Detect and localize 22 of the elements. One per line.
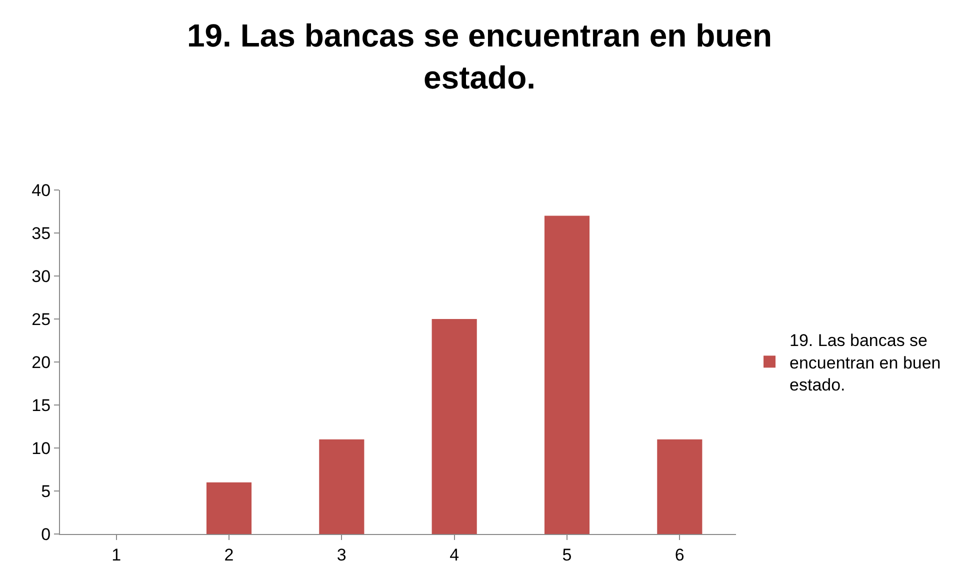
y-tick-label: 15: [32, 396, 51, 415]
bar: [319, 439, 364, 534]
x-tick-label: 5: [562, 545, 572, 564]
x-tick-label: 1: [112, 545, 122, 564]
x-tick-label: 4: [450, 545, 460, 564]
y-tick-label: 40: [32, 180, 51, 200]
x-tick-label: 3: [336, 545, 346, 564]
bar: [657, 439, 702, 534]
y-tick-label: 5: [41, 482, 51, 501]
x-tick-label: 2: [224, 545, 234, 564]
bar: [544, 216, 590, 534]
y-tick-label: 10: [32, 438, 51, 458]
bar: [432, 319, 477, 534]
legend-label: 19. Las bancas se encuentran en buen estado.: [790, 331, 941, 394]
y-tick-label: 20: [32, 352, 51, 372]
x-tick-label: 6: [674, 545, 684, 564]
y-tick-label: 35: [32, 224, 51, 243]
y-tick-label: 30: [32, 266, 51, 286]
y-tick-label: 25: [32, 310, 51, 329]
bar: [206, 482, 252, 534]
chart-title: 19. Las bancas se encuentran en buen estado.: [186, 18, 772, 96]
y-tick-label: 0: [41, 524, 51, 544]
